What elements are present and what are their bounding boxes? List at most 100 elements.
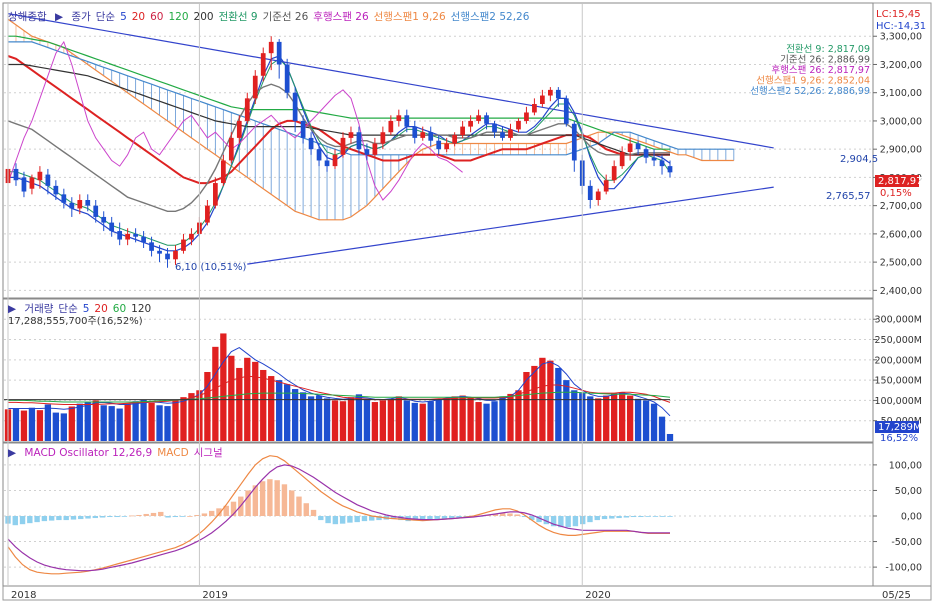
- candle-body-81: [651, 157, 657, 161]
- macd-osc-bar-77: [565, 516, 571, 528]
- macd-osc-bar-85: [623, 516, 630, 518]
- macd-osc-bar-39: [289, 490, 295, 516]
- macd-osc-bar-56: [412, 516, 419, 521]
- macd-y-tick-label-4: 100,00: [889, 460, 922, 471]
- candle-body-39: [316, 149, 322, 161]
- ichimoku-value-1: 기준선 26: 2,886,99: [780, 55, 870, 66]
- macd-osc-bar-1: [12, 516, 18, 526]
- macd-osc-bar-40: [296, 496, 302, 516]
- volume-bar-74: [595, 398, 602, 441]
- price-y-tick-label-5: 2,900,00: [880, 145, 922, 156]
- price-trendlines: [7, 13, 774, 265]
- volume-bar-33: [268, 376, 275, 441]
- x-tick-label-0: 2018: [11, 590, 36, 601]
- volume-bar-13: [108, 406, 115, 441]
- candle-body-23: [189, 233, 194, 240]
- volume-bar-56: [451, 396, 458, 441]
- volume-bar-16: [132, 401, 139, 441]
- candle-body-63: [508, 129, 513, 138]
- candle-body-21: [173, 250, 178, 260]
- candle-body-10: [85, 200, 91, 206]
- volume-bar-40: [323, 398, 331, 441]
- volume-bar-64: [515, 390, 522, 441]
- candle-body-45: [364, 149, 370, 155]
- candle-body-80: [643, 149, 649, 158]
- macd-osc-bar-83: [609, 516, 615, 519]
- volume-bar-78: [626, 395, 634, 441]
- volume-bar-12: [100, 405, 107, 441]
- candle-body-8: [69, 202, 75, 209]
- volume-bar-31: [252, 361, 259, 441]
- macd-osc-bar-68: [499, 512, 506, 516]
- volume-y-tick-label-5: 300,000M: [875, 315, 922, 326]
- price-legend-item-3: 20: [132, 11, 145, 23]
- candle-body-7: [61, 194, 67, 203]
- candle-body-36: [292, 92, 298, 121]
- macd-osc-bar-4: [34, 516, 40, 523]
- macd-osc-bar-74: [543, 516, 550, 525]
- volume-bar-26: [212, 346, 219, 441]
- candle-body-33: [268, 41, 274, 54]
- macd-osc-bar-31: [230, 501, 237, 516]
- macd-osc-bar-75: [550, 516, 557, 527]
- candle-body-73: [587, 185, 593, 200]
- candle-body-26: [213, 183, 218, 206]
- candle-body-40: [324, 160, 330, 167]
- macd-osc-bar-23: [172, 516, 179, 518]
- candle-body-31: [252, 75, 258, 99]
- macd-osc-bar-86: [630, 516, 637, 518]
- volume-bar-28: [228, 355, 235, 441]
- volume-bar-55: [443, 397, 450, 441]
- price-legend-item-0: 종가: [71, 11, 91, 23]
- volume-bar-71: [571, 390, 578, 441]
- candle-body-30: [244, 98, 250, 121]
- macd-osc-bar-15: [114, 516, 120, 518]
- candle-body-15: [125, 233, 131, 240]
- macd-osc-bar-28: [208, 510, 215, 516]
- candle-body-5: [45, 174, 51, 186]
- candle-body-75: [603, 180, 609, 192]
- candle-body-2: [21, 177, 27, 192]
- macd-osc-bar-82: [601, 516, 608, 520]
- volume-ma60: [8, 391, 671, 403]
- volume-ma-lines: [4, 347, 671, 417]
- candle-body-13: [109, 222, 115, 232]
- macd-osc-bar-35: [259, 481, 266, 516]
- candle-body-58: [468, 120, 473, 127]
- macd-osc-bar-73: [536, 516, 542, 523]
- volume-bar-47: [379, 400, 387, 441]
- macd-osc-bar-7: [56, 516, 62, 521]
- macd-legend-item-0: MACD Oscillator 12,26,9: [24, 447, 152, 459]
- price-y-tick-label-1: 2,500,00: [880, 258, 922, 269]
- volume-bar-11: [92, 400, 99, 441]
- volume-bar-46: [371, 402, 379, 441]
- candle-body-55: [444, 143, 450, 150]
- macd-osc-bar-89: [652, 516, 659, 517]
- volume-bar-36: [291, 389, 299, 441]
- candle-body-3: [29, 177, 35, 189]
- macd-osc-bar-61: [449, 516, 455, 519]
- volume-bar-34: [276, 380, 283, 441]
- macd-osc-bar-17: [128, 515, 135, 517]
- ichimoku-value-0: 전환선 9: 2,817,09: [786, 43, 870, 55]
- candle-body-35: [284, 64, 290, 93]
- volume-bar-15: [124, 403, 131, 441]
- macd-osc-bar-46: [339, 516, 346, 524]
- macd-osc-bar-87: [638, 516, 644, 518]
- volume-bar-27: [220, 333, 227, 441]
- macd-osc-bar-26: [194, 514, 200, 516]
- price-legend: 상해종합 ▶ 종가 단순 5 20 60 120 200 전환선 9 기준선 26 후행스팬 26…: [8, 10, 530, 23]
- candle-body-53: [428, 132, 434, 141]
- macd-osc-bar-41: [303, 503, 309, 516]
- macd-osc-bar-81: [594, 516, 600, 521]
- volume-last-change: 16,52%: [880, 433, 918, 444]
- price-y-tick-label-6: 3,000,00: [880, 116, 922, 127]
- candle-body-1: [13, 168, 19, 181]
- candle-body-69: [555, 89, 561, 99]
- last-price-badge-bg: [875, 175, 919, 187]
- price-legend-item-10: 선행스팬1 9,26: [374, 11, 446, 23]
- macd-osc-bar-69: [507, 513, 513, 516]
- hc-label: HC:-14,31: [876, 21, 926, 32]
- volume-bar-19: [156, 405, 163, 441]
